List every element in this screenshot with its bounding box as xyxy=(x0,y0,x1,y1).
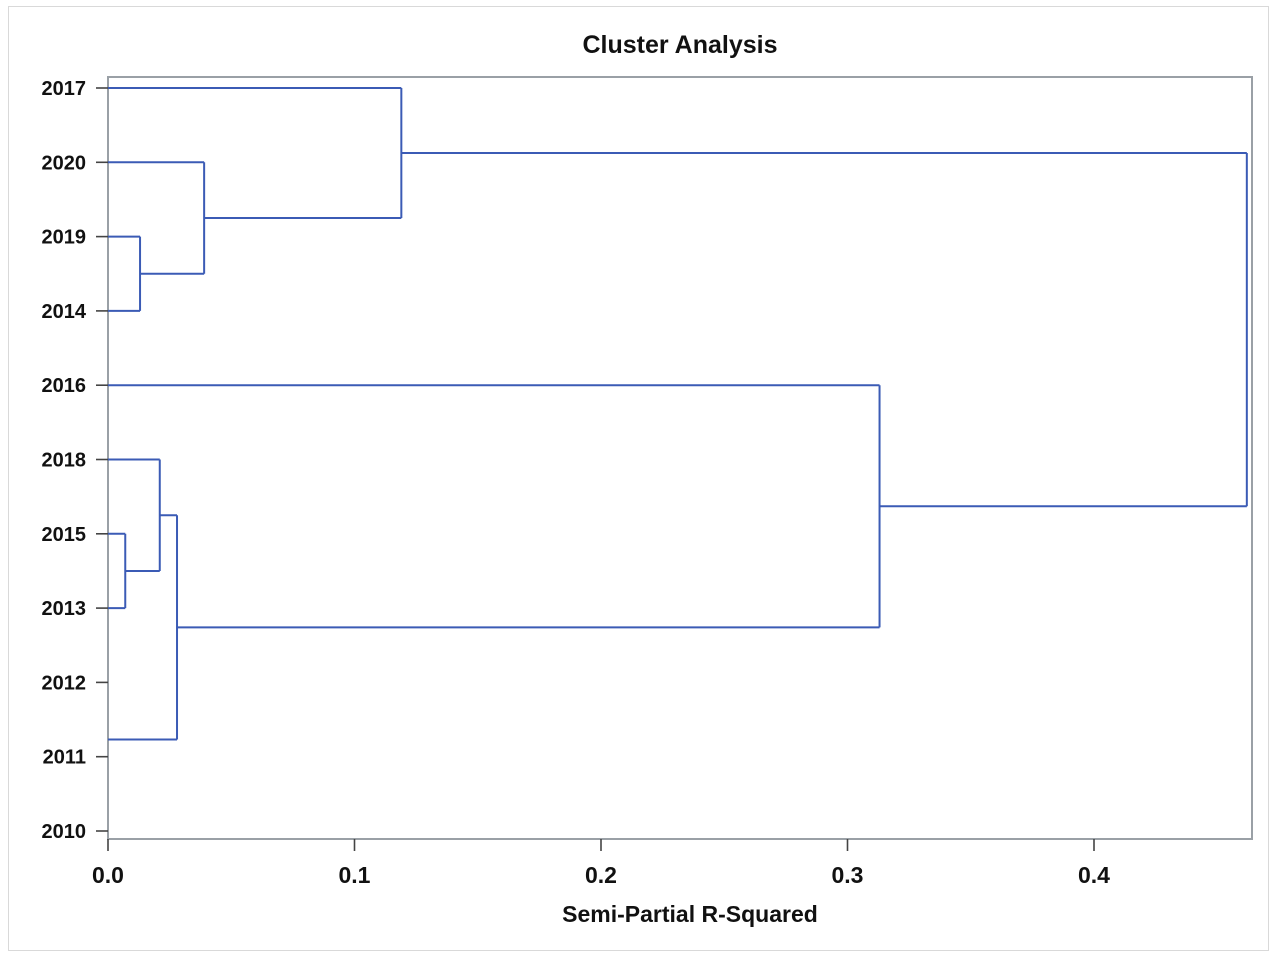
dendrogram-link xyxy=(108,532,127,610)
x-axis: 0.0 0.1 0.2 0.3 0.4 xyxy=(92,839,1110,888)
x-tick-label: 0.0 xyxy=(92,862,124,888)
y-tick-label: 2014 xyxy=(42,301,87,323)
chart-frame xyxy=(8,6,1269,951)
y-tick-label: 2018 xyxy=(42,450,87,472)
y-tick-label: 2017 xyxy=(42,78,87,100)
dendrogram-link xyxy=(108,161,206,275)
y-tick-label: 2019 xyxy=(42,227,87,249)
dendrogram-link xyxy=(401,152,1248,508)
y-tick-label: 2020 xyxy=(42,152,87,174)
y-tick-label: 2016 xyxy=(42,375,87,397)
x-tick-label: 0.3 xyxy=(832,862,864,888)
chart-title: Cluster Analysis xyxy=(583,31,778,59)
dendrogram-link xyxy=(108,87,403,220)
y-tick-label: 2010 xyxy=(42,821,87,843)
plot-area xyxy=(107,76,1253,840)
y-tick-label: 2013 xyxy=(42,598,87,620)
x-tick-label: 0.2 xyxy=(585,862,617,888)
y-tick-label: 2011 xyxy=(43,747,86,769)
x-tick-label: 0.4 xyxy=(1078,862,1110,888)
y-axis: 2017 2020 2019 2014 2016 2018 2015 2013 2012 2011… xyxy=(42,78,108,843)
y-tick-label: 2012 xyxy=(42,672,87,694)
dendrogram-link xyxy=(108,235,142,312)
dendrogram-link xyxy=(108,458,161,572)
y-tick-label: 2015 xyxy=(42,524,87,546)
dendrogram-link xyxy=(108,514,179,741)
x-tick-label: 0.1 xyxy=(339,862,371,888)
x-axis-label: Semi-Partial R-Squared xyxy=(562,901,818,927)
dendrogram-link xyxy=(108,384,881,629)
dendrogram-links xyxy=(108,87,1248,741)
